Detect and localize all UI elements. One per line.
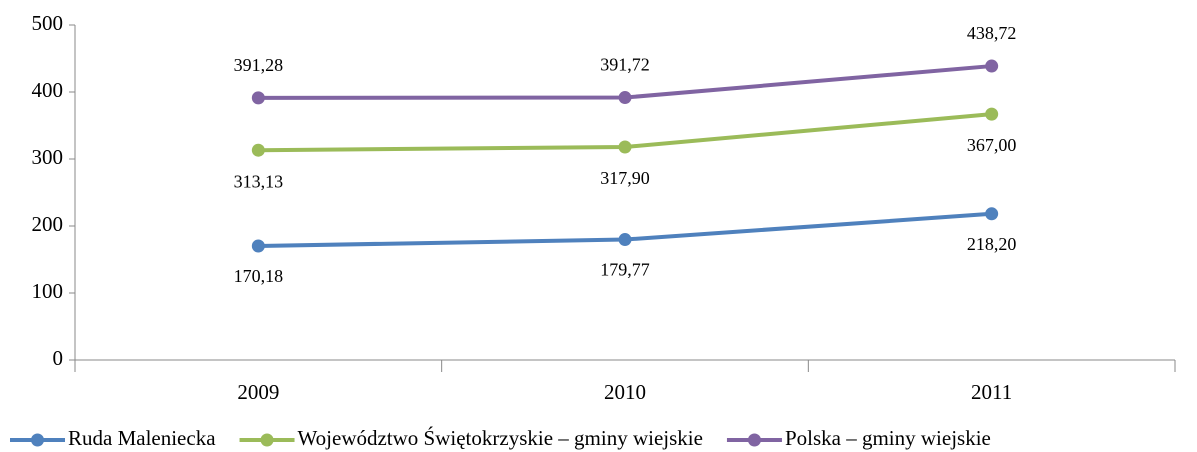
y-tick-label: 200	[32, 212, 64, 236]
y-tick-label: 300	[32, 145, 64, 169]
y-tick-label: 0	[53, 346, 64, 370]
x-tick-label: 2011	[971, 380, 1012, 404]
legend-marker	[260, 433, 274, 447]
data-label: 391,28	[234, 55, 284, 75]
legend-item: Województwo Świętokrzyskie – gminy wiejs…	[239, 426, 703, 450]
legend-marker	[31, 433, 44, 447]
data-point	[985, 107, 999, 121]
legend-label: Województwo Świętokrzyskie – gminy wiejs…	[298, 426, 703, 450]
y-tick-label: 500	[32, 11, 64, 35]
data-point	[251, 239, 265, 253]
y-tick-label: 100	[32, 279, 64, 303]
data-label: 438,72	[967, 23, 1017, 43]
data-label: 170,18	[234, 266, 284, 286]
y-tick-label: 400	[32, 78, 64, 102]
legend-item: Ruda Maleniecka	[10, 426, 216, 450]
data-label: 313,13	[234, 171, 284, 191]
legend-label: Ruda Maleniecka	[68, 426, 216, 450]
data-label: 391,72	[600, 55, 650, 75]
data-point	[985, 59, 999, 73]
data-label: 317,90	[600, 168, 650, 188]
x-tick-label: 2009	[237, 380, 279, 404]
data-point	[251, 91, 265, 105]
legend-label: Polska – gminy wiejskie	[785, 426, 991, 450]
data-label: 367,00	[967, 135, 1017, 155]
data-point	[618, 140, 632, 154]
data-point	[985, 207, 999, 221]
data-point	[618, 233, 632, 247]
data-point	[618, 91, 632, 105]
data-point	[251, 143, 265, 157]
legend-item: Polska – gminy wiejskie	[726, 426, 991, 450]
legend-marker	[747, 433, 761, 447]
x-tick-label: 2010	[604, 380, 646, 404]
data-label: 179,77	[600, 260, 650, 280]
data-label: 218,20	[967, 234, 1017, 254]
